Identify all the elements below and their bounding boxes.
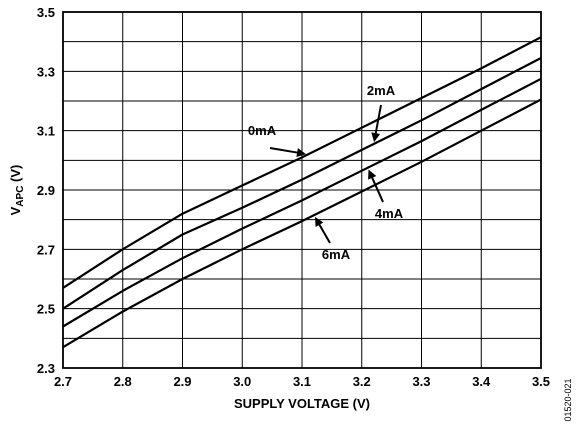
x-tick-label: 3.5 [532,374,550,389]
series-label-6mA: 6mA [322,247,351,262]
x-tick-label: 2.9 [173,374,191,389]
series-label-4mA: 4mA [375,206,404,221]
y-tick-label: 2.5 [37,302,55,317]
x-tick-label: 3.4 [472,374,491,389]
x-tick-label: 3.3 [412,374,430,389]
y-tick-label: 2.9 [37,183,55,198]
x-tick-labels: 2.7 2.8 2.9 3.0 3.1 3.2 3.3 3.4 3.5 [54,374,550,389]
y-tick-label: 2.7 [37,242,55,257]
y-tick-label: 3.3 [37,64,55,79]
x-tick-label: 2.7 [54,374,72,389]
x-axis-label: SUPPLY VOLTAGE (V) [234,396,370,411]
grid [62,11,542,369]
x-tick-label: 3.1 [293,374,311,389]
y-axis-label-subscript: APC [15,186,26,207]
x-tick-label: 2.8 [114,374,132,389]
annotation-arrowhead-4mA [368,169,377,180]
y-tick-labels: 2.3 2.5 2.7 2.9 3.1 3.3 3.5 [37,5,55,376]
figure-id: 01520-021 [563,378,573,421]
series-label-0mA: 0mA [248,123,277,138]
y-axis-label: VAPC (V) [8,165,26,216]
x-tick-label: 3.0 [233,374,251,389]
series-line-6mA [62,98,542,349]
series-line-4mA [62,77,542,328]
annotation-arrowhead-6mA [315,216,324,227]
series-line-0mA [62,36,542,289]
y-tick-label: 3.5 [37,5,55,20]
series-label-2mA: 2mA [367,83,396,98]
y-axis-label-unit: (V) [8,165,23,186]
y-tick-label: 2.3 [37,361,55,376]
annotation-arrowhead-2mA [371,132,381,143]
annotation-arrowhead-0mA [296,148,306,157]
annotation-arrow-2mA [374,104,382,137]
annotation-arrow-6mA [317,221,331,244]
y-axis-label-main: V [8,206,23,215]
series-lines [62,36,542,349]
plot-frame [62,11,542,369]
annotation-arrow-0mA [269,147,301,155]
y-tick-label: 3.1 [37,124,55,139]
x-tick-label: 3.2 [353,374,371,389]
series-line-2mA [62,57,542,310]
annotation-arrow-4mA [370,174,384,203]
series-annotations: 0mA 2mA 4mA 6mA [248,83,404,262]
